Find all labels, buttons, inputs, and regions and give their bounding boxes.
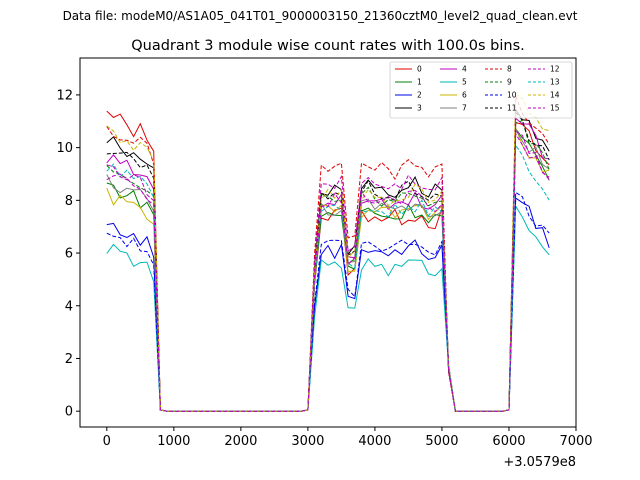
legend-label-6: 6 [462, 91, 467, 100]
plot-lines [106, 92, 550, 412]
series-line-14 [106, 92, 550, 412]
series-line-12 [106, 130, 550, 412]
series-line-15 [106, 132, 550, 412]
series-line-13 [106, 143, 550, 412]
y-tick-label: 10 [56, 141, 73, 156]
x-offset-label: +3.0579e8 [503, 455, 576, 470]
x-tick-label: 4000 [358, 434, 391, 449]
y-tick-label: 12 [56, 88, 73, 103]
legend-label-10: 10 [507, 91, 517, 100]
legend-label-15: 15 [550, 104, 560, 113]
legend-label-3: 3 [417, 104, 422, 113]
legend-label-2: 2 [417, 91, 422, 100]
x-tick-label: 2000 [224, 434, 257, 449]
x-axis: 0 1000 2000 3000 4000 5000 6000 7000 [103, 427, 593, 449]
legend-label-8: 8 [507, 65, 512, 74]
legend-label-0: 0 [417, 65, 422, 74]
legend-label-7: 7 [462, 104, 467, 113]
legend-box [389, 61, 573, 119]
plot-frame [79, 57, 577, 428]
series-line-10 [106, 191, 550, 412]
legend-label-13: 13 [550, 78, 560, 87]
series-line-8 [106, 95, 550, 412]
legend-label-11: 11 [507, 104, 517, 113]
chart-suptitle: Data file: modeM0/AS1A05_041T01_90000031… [63, 9, 578, 23]
series-line-11 [106, 110, 550, 412]
y-tick-label: 8 [65, 194, 73, 209]
x-tick-label: 3000 [291, 434, 324, 449]
y-axis: 0 2 4 6 8 10 12 [56, 88, 80, 420]
chart-title: Quadrant 3 module wise count rates with … [131, 38, 525, 54]
series-line-5 [106, 204, 550, 412]
x-tick-label: 6000 [492, 434, 525, 449]
series-line-6 [106, 127, 550, 412]
legend-label-14: 14 [550, 91, 560, 100]
legend-label-1: 1 [417, 78, 422, 87]
legend-label-5: 5 [462, 78, 467, 87]
series-line-3 [106, 107, 550, 412]
series-line-2 [106, 197, 550, 412]
x-tick-label: 5000 [425, 434, 458, 449]
y-tick-label: 2 [65, 352, 73, 367]
legend-label-12: 12 [550, 65, 560, 74]
y-tick-label: 4 [65, 299, 73, 314]
x-tick-label: 7000 [559, 434, 592, 449]
series-line-0 [106, 110, 550, 412]
x-tick-label: 0 [103, 434, 111, 449]
y-tick-label: 0 [65, 405, 73, 420]
y-tick-label: 6 [65, 247, 73, 262]
legend-label-4: 4 [462, 65, 467, 74]
x-tick-label: 1000 [157, 434, 190, 449]
legend-label-9: 9 [507, 78, 512, 87]
